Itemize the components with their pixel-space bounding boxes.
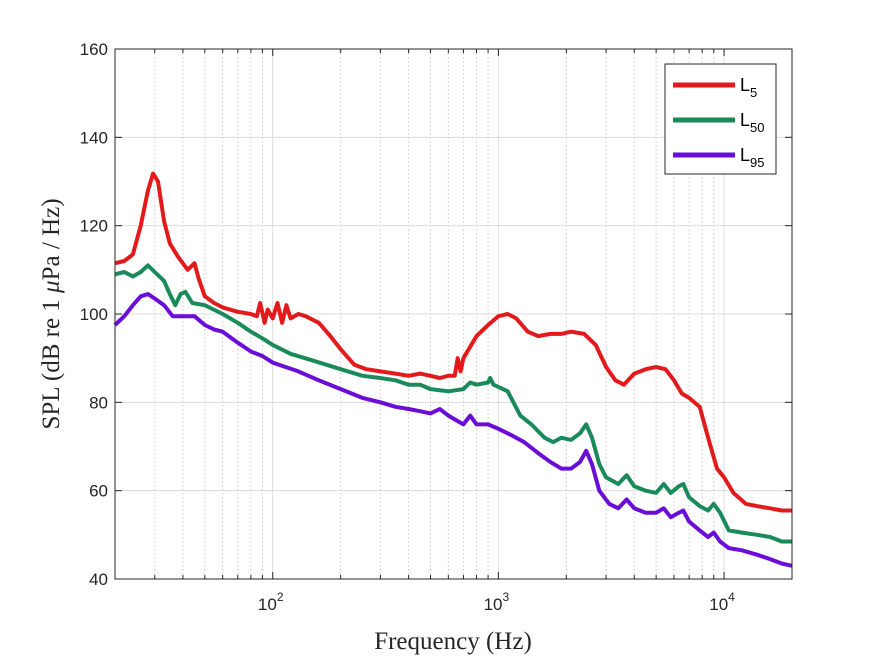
legend-label-main: L bbox=[740, 75, 750, 95]
x-tick-label: 102 bbox=[258, 590, 284, 614]
x-tick-labels: 102 103 104 bbox=[258, 590, 735, 614]
y-tick-label: 40 bbox=[89, 570, 108, 589]
x-tick-label-exponent: 3 bbox=[503, 590, 510, 604]
grid bbox=[115, 49, 792, 579]
series-lines bbox=[113, 171, 793, 568]
x-tick-label-exponent: 2 bbox=[277, 590, 284, 604]
y-tick-label: 140 bbox=[80, 128, 108, 147]
y-tick-label: 100 bbox=[80, 305, 108, 324]
y-axis-title-mu: μ bbox=[38, 280, 65, 294]
legend-label-main: L bbox=[740, 110, 750, 130]
y-axis-title-pre: SPL (dB re 1 bbox=[38, 293, 65, 430]
x-tick-label: 104 bbox=[709, 590, 735, 614]
series-line-l5 bbox=[114, 171, 792, 513]
legend-label-l50: L50 bbox=[740, 110, 764, 135]
y-tick-label: 160 bbox=[80, 40, 108, 59]
ticks bbox=[115, 48, 792, 580]
x-tick-label-exponent: 4 bbox=[728, 590, 735, 604]
y-tick-label: 60 bbox=[89, 482, 108, 501]
y-axis-title: SPL (dB re 1 μPa / Hz) bbox=[38, 198, 65, 429]
y-tick-labels: 40 60 80 100 120 140 160 bbox=[80, 40, 108, 589]
y-tick-label: 80 bbox=[89, 393, 108, 412]
x-tick-label-base: 10 bbox=[258, 595, 277, 614]
legend-label-subscript: 5 bbox=[750, 85, 757, 100]
legend-label-l5: L5 bbox=[740, 75, 757, 100]
legend-label-subscript: 95 bbox=[750, 155, 764, 170]
series-line-l95 bbox=[113, 292, 793, 568]
series-line-l50 bbox=[114, 263, 792, 544]
legend-label-main: L bbox=[740, 145, 750, 165]
x-tick-label-base: 10 bbox=[484, 595, 503, 614]
x-tick-label-base: 10 bbox=[709, 595, 728, 614]
legend-label-l95: L95 bbox=[740, 145, 764, 170]
x-axis-title: Frequency (Hz) bbox=[374, 628, 532, 655]
y-axis-title-post: Pa / Hz) bbox=[38, 198, 65, 280]
legend-label-subscript: 50 bbox=[750, 120, 764, 135]
y-tick-label: 120 bbox=[80, 217, 108, 236]
x-tick-label: 103 bbox=[484, 590, 510, 614]
